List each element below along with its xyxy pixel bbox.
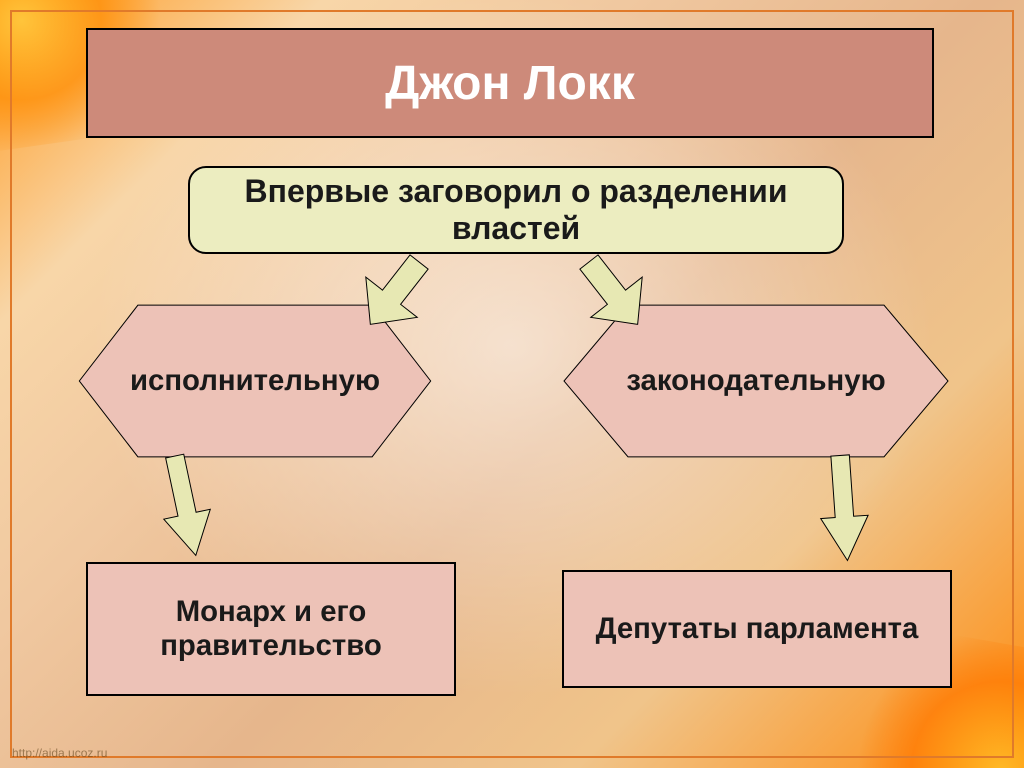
watermark-text: http://aida.ucoz.ru: [12, 746, 107, 760]
arrow-legislative-to-deputies: [807, 450, 881, 566]
arrow-executive-to-monarch: [142, 446, 229, 565]
executive-label: исполнительную: [118, 364, 392, 398]
deputies-text: Депутаты парламента: [596, 612, 919, 646]
separation-of-powers-box: Впервые заговорил о разделении властей: [188, 166, 844, 254]
watermark: http://aida.ucoz.ru: [12, 746, 107, 760]
monarch-text: Монарх и его правительство: [102, 595, 440, 663]
title-box: Джон Локк: [86, 28, 934, 138]
deputies-box: Депутаты парламента: [562, 570, 952, 688]
monarch-box: Монарх и его правительство: [86, 562, 456, 696]
diagram-canvas: Джон Локк Впервые заговорил о разделении…: [0, 0, 1024, 768]
title-text: Джон Локк: [385, 56, 635, 111]
legislative-label: законодательную: [614, 364, 897, 398]
separation-of-powers-text: Впервые заговорил о разделении властей: [208, 173, 824, 247]
